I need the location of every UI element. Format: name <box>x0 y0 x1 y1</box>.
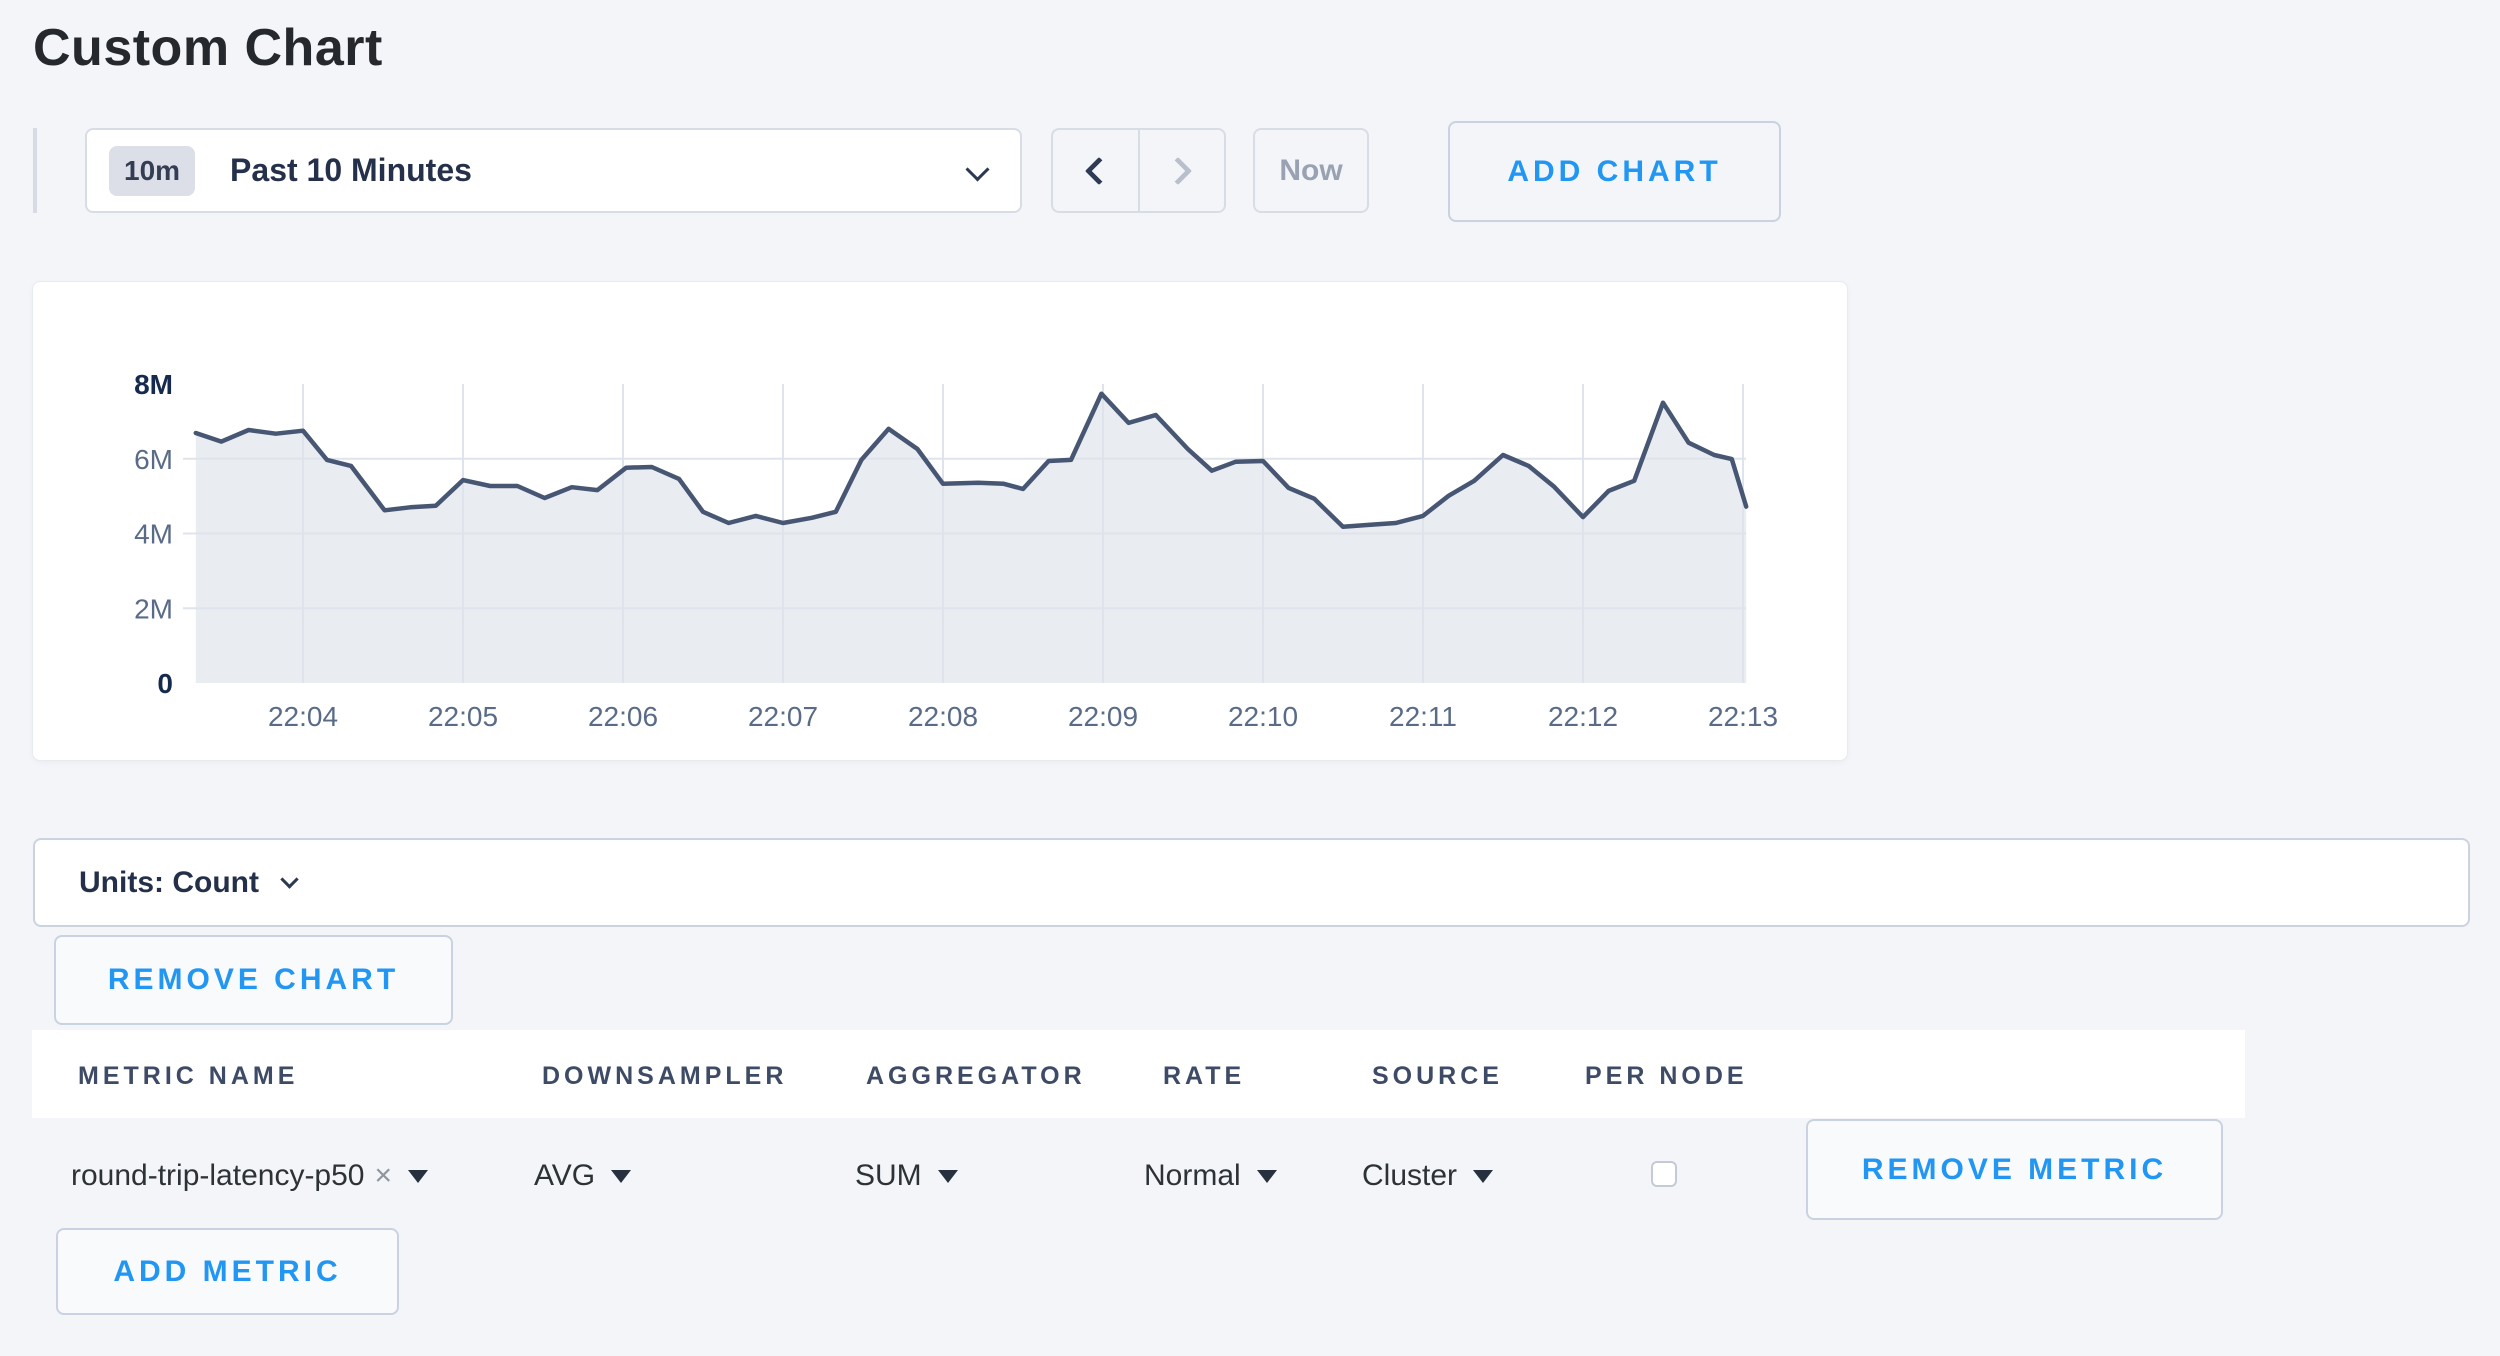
time-window-badge: 10m <box>109 145 196 196</box>
caret-down-icon <box>408 1169 429 1183</box>
caret-down-icon <box>937 1169 958 1183</box>
chevron-down-icon <box>280 870 299 889</box>
rate-dropdown[interactable]: Normal <box>1144 1156 1277 1196</box>
page-title: Custom Chart <box>33 19 383 77</box>
now-button[interactable]: Now <box>1253 128 1369 213</box>
add-chart-button[interactable]: ADD CHART <box>1448 121 1781 222</box>
caret-down-icon <box>611 1169 632 1183</box>
svg-text:22:08: 22:08 <box>908 701 978 732</box>
time-nav-group <box>1051 128 1226 213</box>
toolbar-accent-divider <box>33 128 37 213</box>
svg-text:22:12: 22:12 <box>1548 701 1618 732</box>
svg-text:8M: 8M <box>134 369 173 400</box>
units-label: Units: Count <box>79 865 259 899</box>
metrics-table-header-band <box>32 1030 2245 1118</box>
column-header-source: SOURCE <box>1372 1062 1503 1090</box>
column-header-metric-name: METRIC NAME <box>78 1062 299 1090</box>
downsampler-value: AVG <box>534 1159 596 1192</box>
caret-down-icon <box>1473 1169 1494 1183</box>
next-time-button[interactable] <box>1137 130 1225 211</box>
source-dropdown[interactable]: Cluster <box>1362 1156 1494 1196</box>
svg-text:6M: 6M <box>134 444 173 475</box>
clear-metric-icon[interactable]: × <box>374 1159 393 1192</box>
svg-text:22:06: 22:06 <box>588 701 658 732</box>
svg-text:22:13: 22:13 <box>1708 701 1778 732</box>
area-chart[interactable]: 0 2M 4M 6M 8M 22:04 22:05 22:06 22:07 22:08 22:09 2… <box>33 282 1849 762</box>
time-window-label: Past 10 Minutes <box>230 152 472 188</box>
metric-name-dropdown[interactable]: round-trip-latency-p50 × <box>71 1156 429 1196</box>
svg-text:22:09: 22:09 <box>1068 701 1138 732</box>
column-header-rate: RATE <box>1163 1062 1246 1090</box>
column-header-downsampler: DOWNSAMPLER <box>542 1062 788 1090</box>
aggregator-dropdown[interactable]: SUM <box>855 1156 958 1196</box>
svg-text:0: 0 <box>157 668 173 699</box>
svg-text:22:07: 22:07 <box>748 701 818 732</box>
svg-text:4M: 4M <box>134 519 173 550</box>
remove-chart-button[interactable]: REMOVE CHART <box>54 935 453 1025</box>
prev-time-button[interactable] <box>1053 130 1138 211</box>
remove-metric-button[interactable]: REMOVE METRIC <box>1806 1119 2223 1220</box>
aggregator-value: SUM <box>855 1159 922 1192</box>
column-header-per-node: PER NODE <box>1585 1062 1748 1090</box>
chevron-left-icon <box>1085 156 1114 185</box>
svg-text:22:04: 22:04 <box>268 701 338 732</box>
source-value: Cluster <box>1362 1159 1458 1192</box>
svg-text:22:05: 22:05 <box>428 701 498 732</box>
per-node-checkbox[interactable] <box>1651 1161 1677 1187</box>
time-window-selector[interactable]: 10m Past 10 Minutes <box>85 128 1022 213</box>
svg-text:22:10: 22:10 <box>1228 701 1298 732</box>
svg-text:2M: 2M <box>134 593 173 624</box>
chevron-down-icon <box>965 157 990 182</box>
downsampler-dropdown[interactable]: AVG <box>534 1156 632 1196</box>
rate-value: Normal <box>1144 1159 1241 1192</box>
chevron-right-icon <box>1163 156 1192 185</box>
column-header-aggregator: AGGREGATOR <box>866 1062 1086 1090</box>
caret-down-icon <box>1256 1169 1277 1183</box>
add-metric-button[interactable]: ADD METRIC <box>56 1228 399 1315</box>
svg-text:22:11: 22:11 <box>1389 701 1457 732</box>
units-selector[interactable]: Units: Count <box>33 838 2470 927</box>
metric-name-value: round-trip-latency-p50 <box>71 1159 365 1192</box>
metric-chart-card: 0 2M 4M 6M 8M 22:04 22:05 22:06 22:07 22:08 22:09 2… <box>32 281 1848 761</box>
